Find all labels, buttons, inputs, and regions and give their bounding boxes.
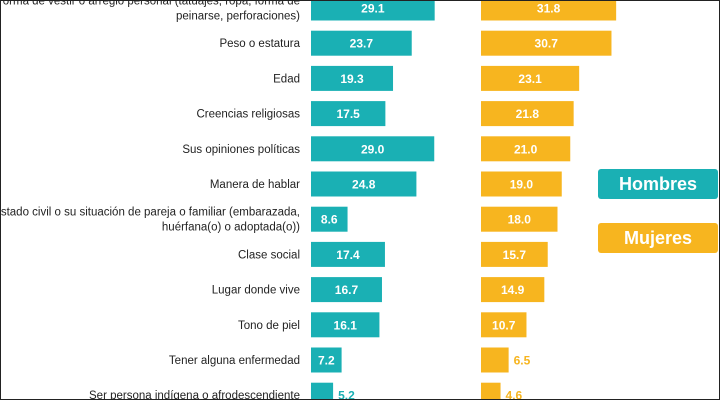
bar-mujeres: [481, 312, 527, 338]
category-label: Edad: [273, 73, 300, 85]
bar-mujeres: [481, 171, 562, 197]
bar-mujeres: [481, 277, 545, 303]
bar-hombres: [311, 312, 380, 338]
bar-mujeres: [481, 241, 548, 267]
category-label: Tener alguna enfermedad: [169, 355, 300, 367]
value-label-hombres: 23.7: [350, 37, 374, 51]
bar-hombres: [311, 65, 394, 91]
value-label-mujeres: 15.7: [503, 248, 527, 262]
category-label: Tono de piel: [238, 320, 300, 332]
value-label-hombres: 7.2: [318, 354, 335, 368]
category-label: Forma de vestir o arreglo personal (tatu…: [1, 1, 300, 23]
value-label-hombres: 17.5: [337, 107, 361, 121]
value-label-mujeres: 6.5: [514, 354, 531, 368]
category-label: Clase social: [238, 249, 300, 261]
category-label: Peso o estatura: [219, 38, 300, 50]
value-label-hombres: 19.3: [340, 72, 364, 86]
value-label-mujeres: 14.9: [501, 283, 525, 297]
bar-mujeres: [481, 101, 574, 127]
bar-mujeres: [481, 1, 617, 21]
value-label-mujeres: 21.0: [514, 142, 538, 156]
bar-hombres: [311, 171, 417, 197]
value-label-mujeres: 21.8: [516, 107, 540, 121]
value-label-hombres: 29.0: [361, 142, 385, 156]
bar-mujeres: [481, 136, 571, 162]
value-label-mujeres: 31.8: [537, 2, 561, 16]
value-label-hombres: 16.1: [334, 318, 358, 332]
bar-mujeres: [481, 30, 612, 56]
value-label-hombres: 29.1: [361, 2, 385, 16]
value-label-hombres: 16.7: [335, 283, 359, 297]
bar-hombres: [311, 136, 435, 162]
category-label: Creencias religiosas: [196, 109, 300, 121]
value-label-mujeres: 19.0: [510, 178, 534, 192]
value-label-hombres: 24.8: [352, 178, 376, 192]
bar-hombres: [311, 241, 385, 267]
bar-mujeres: [481, 206, 558, 232]
category-label: Ser persona indígena o afrodescendiente: [89, 390, 300, 399]
category-label: Lugar donde vive: [212, 285, 300, 297]
value-label-mujeres: 10.7: [492, 318, 516, 332]
value-label-hombres: 5.2: [338, 389, 355, 399]
value-label-mujeres: 4.6: [506, 389, 523, 399]
value-label-mujeres: 18.0: [508, 213, 532, 227]
bar-hombres: [311, 30, 412, 56]
category-label: Estado civil o su situación de pareja o …: [1, 207, 300, 234]
bar-hombres: [311, 206, 348, 232]
legend-hombres: Hombres: [598, 169, 718, 199]
value-label-mujeres: 30.7: [535, 37, 559, 51]
category-label: Manera de hablar: [210, 179, 300, 191]
bar-hombres: [311, 101, 386, 127]
value-label-hombres: 17.4: [336, 248, 360, 262]
bar-hombres: [311, 347, 342, 373]
bar-hombres: [311, 382, 334, 399]
bar-mujeres: [481, 347, 509, 373]
value-label-hombres: 8.6: [321, 213, 338, 227]
bar-hombres: [311, 277, 382, 303]
category-label: Sus opiniones políticas: [182, 144, 300, 156]
bar-hombres: [311, 1, 435, 21]
legend-mujeres: Mujeres: [598, 223, 718, 253]
value-label-mujeres: 23.1: [518, 72, 542, 86]
bar-mujeres: [481, 65, 580, 91]
bar-mujeres: [481, 382, 501, 399]
